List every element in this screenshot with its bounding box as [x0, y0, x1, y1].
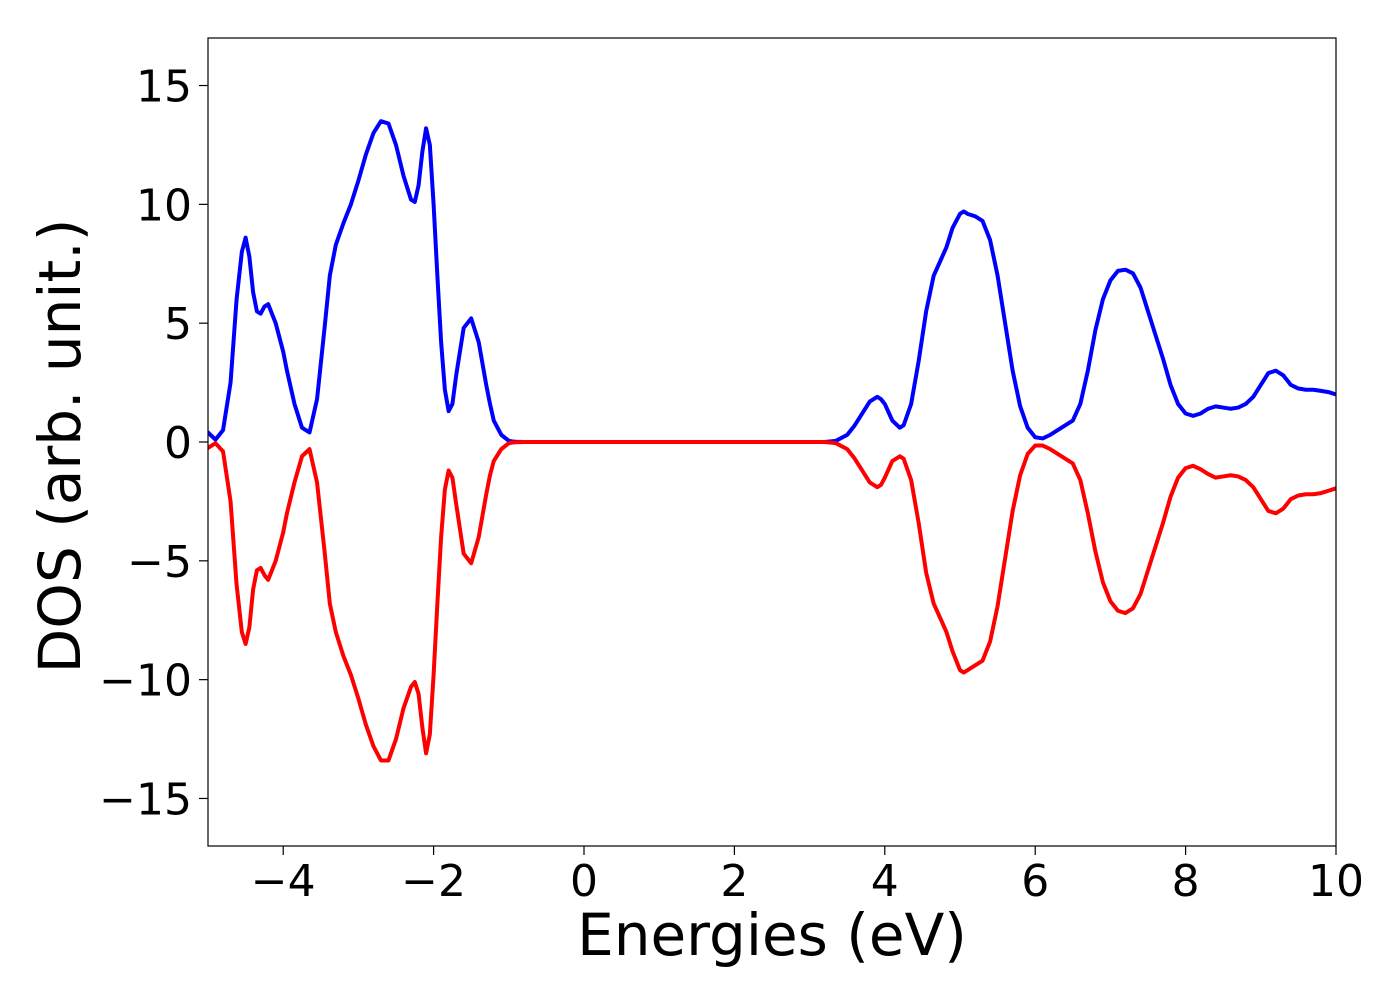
- x-tick-label: 10: [1308, 856, 1364, 907]
- x-tick-label: −4: [251, 856, 316, 907]
- series-line-1: [208, 440, 1336, 763]
- y-axis: 15 10 5 0 −5 −10 −15: [99, 62, 208, 825]
- x-axis-title: Energies (eV): [577, 901, 967, 969]
- x-axis: −4 −2 0 2 4 6 8 10: [251, 846, 1364, 907]
- y-axis-title: DOS (arb. unit.): [26, 219, 94, 674]
- x-tick-label: 0: [570, 856, 598, 907]
- x-tick-label: 4: [871, 856, 899, 907]
- y-tick-label: −15: [99, 774, 192, 825]
- x-tick-label: 6: [1021, 856, 1049, 907]
- y-tick-label: −5: [127, 537, 192, 588]
- y-tick-label: 5: [164, 299, 192, 350]
- x-tick-label: 8: [1172, 856, 1200, 907]
- y-tick-label: 0: [164, 418, 192, 469]
- series-line-0: [208, 119, 1336, 444]
- series-layer: [208, 119, 1336, 763]
- x-tick-label: −2: [401, 856, 466, 907]
- y-tick-label: 15: [136, 62, 192, 113]
- y-tick-label: 10: [136, 180, 192, 231]
- x-tick-label: 2: [720, 856, 748, 907]
- y-tick-label: −10: [99, 656, 192, 707]
